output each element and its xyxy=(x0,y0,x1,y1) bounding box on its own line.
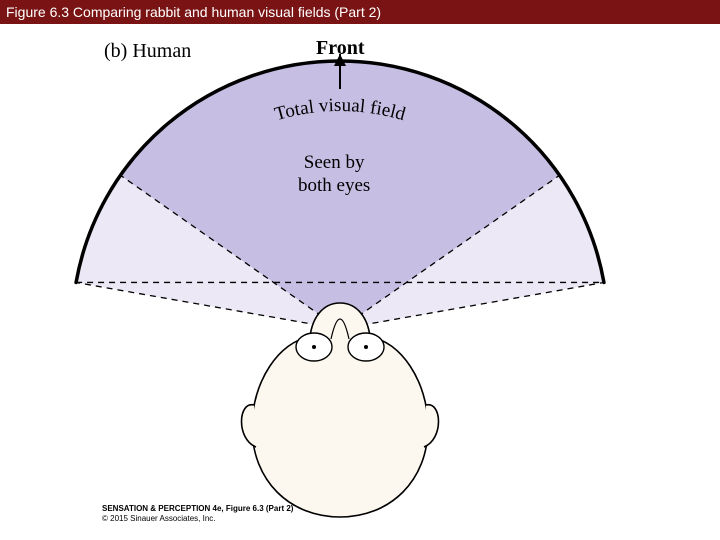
front-label: Front xyxy=(316,37,365,60)
title-text: Figure 6.3 Comparing rabbit and human vi… xyxy=(6,4,381,20)
panel-label: (b) Human xyxy=(104,40,191,63)
title-bar: Figure 6.3 Comparing rabbit and human vi… xyxy=(0,0,720,24)
credit-block: SENSATION & PERCEPTION 4e, Figure 6.3 (P… xyxy=(102,504,293,525)
diagram-area: Total visual field (b) Human Front Seen … xyxy=(0,24,720,540)
credit-line1: SENSATION & PERCEPTION 4e, Figure 6.3 (P… xyxy=(102,504,293,514)
both-eyes-label: Seen byboth eyes xyxy=(298,152,370,198)
visual-field-diagram: Total visual field xyxy=(0,24,720,540)
credit-line2: © 2015 Sinauer Associates, Inc. xyxy=(102,514,293,524)
